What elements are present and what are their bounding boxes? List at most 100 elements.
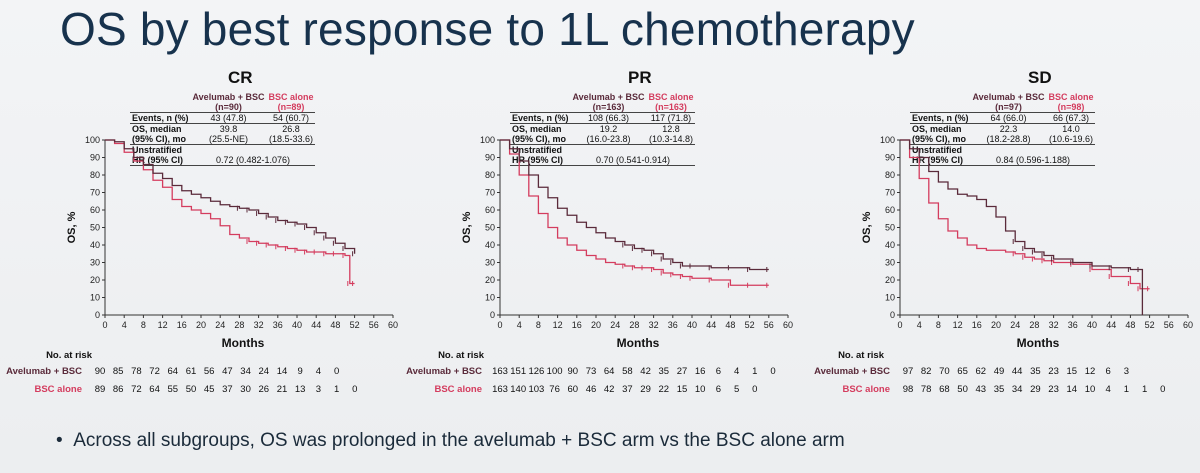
summary-bullet: • Across all subgroups, OS was prolonged…	[56, 430, 845, 452]
series-bsc-curve	[105, 139, 355, 285]
stats-table: Avelumab + BSC BSC alone (n=97) (n=98) Event…	[910, 92, 1096, 166]
x-tick-label: 44	[311, 320, 321, 330]
y-tick-label: 50	[90, 223, 100, 233]
risk-label-bsc: BSC alone	[34, 384, 82, 395]
hr-label-2: HR (95% CI)	[510, 155, 571, 166]
x-tick-label: 8	[141, 320, 146, 330]
y-tick-label: 40	[885, 240, 895, 250]
os-ci-bsc: (18.5-33.6)	[266, 134, 316, 145]
risk-value: 6	[1105, 366, 1111, 377]
y-tick-label: 10	[90, 293, 100, 303]
y-tick-label: 30	[90, 258, 100, 268]
arm-n-bsc: (n=98)	[1046, 102, 1096, 113]
x-tick-label: 12	[553, 320, 563, 330]
y-tick-label: 50	[885, 223, 895, 233]
x-tick-label: 36	[273, 320, 283, 330]
risk-label-bsc: BSC alone	[842, 384, 890, 395]
risk-value: 12	[1084, 366, 1096, 377]
os-median-bsc: 14.0	[1062, 124, 1080, 134]
risk-value: 90	[94, 366, 106, 377]
os-label-1: OS, median	[912, 124, 962, 134]
hr-label-1: Unstratified	[132, 145, 183, 155]
risk-header: No. at risk	[438, 350, 484, 361]
x-tick-label: 48	[330, 320, 340, 330]
x-tick-label: 60	[1183, 320, 1193, 330]
x-tick-label: 20	[991, 320, 1001, 330]
risk-value: 151	[510, 366, 527, 377]
x-tick-label: 32	[649, 320, 659, 330]
x-tick-label: 44	[1106, 320, 1116, 330]
risk-value: 82	[920, 366, 932, 377]
y-tick-label: 20	[885, 275, 895, 285]
risk-value: 23	[1048, 384, 1059, 395]
risk-value: 163	[492, 384, 508, 395]
risk-value: 37	[622, 384, 633, 395]
risk-value: 58	[622, 366, 633, 377]
x-tick-label: 52	[1145, 320, 1155, 330]
stats-corner-2	[510, 102, 571, 113]
os-median-bsc: 26.8	[282, 124, 300, 134]
x-tick-label: 16	[572, 320, 582, 330]
hr-value: 0.72 (0.482-1.076)	[190, 155, 316, 166]
risk-value: 1	[333, 384, 340, 395]
x-tick-label: 4	[917, 320, 922, 330]
risk-value: 64	[149, 384, 160, 395]
hr-value: 0.84 (0.596-1.188)	[970, 155, 1096, 166]
hr-label-1: Unstratified	[512, 145, 563, 155]
risk-value: 70	[939, 366, 950, 377]
risk-value: 42	[603, 384, 615, 395]
risk-value: 21	[276, 384, 288, 395]
arm-n-avelumab: (n=97)	[970, 102, 1047, 113]
risk-value: 85	[112, 366, 124, 377]
panel-title: PR	[628, 68, 652, 87]
series-avelumab-curve	[500, 139, 769, 271]
os-ci-avelumab: (16.0-23.8)	[570, 134, 647, 145]
os-label-2: (95% CI), mo	[130, 134, 191, 145]
risk-label-bsc: BSC alone	[434, 384, 482, 395]
risk-value: 126	[528, 366, 545, 377]
arm-header-avelumab: Avelumab + BSC	[192, 92, 265, 102]
risk-value: 43	[975, 384, 987, 395]
risk-value: 6	[715, 384, 722, 395]
os-label-2: (95% CI), mo	[510, 134, 571, 145]
risk-value: 50	[957, 384, 968, 395]
events-bsc: 54 (60.7)	[266, 112, 316, 124]
x-tick-label: 48	[1125, 320, 1135, 330]
x-tick-label: 16	[177, 320, 187, 330]
y-tick-label: 0	[490, 310, 495, 320]
risk-table: No. at risk Avelumab + BSC 163 151 126 100 90 7…	[400, 64, 800, 404]
y-axis-label: OS, %	[461, 211, 473, 243]
risk-value: 5	[733, 384, 740, 395]
y-tick-label: 20	[485, 275, 495, 285]
risk-value: 23	[1048, 366, 1059, 377]
risk-value: 35	[993, 384, 1005, 395]
stats-table: Avelumab + BSC BSC alone (n=90) (n=89) Event…	[130, 92, 316, 166]
events-label: Events, n (%)	[510, 112, 571, 124]
risk-value: 55	[167, 384, 179, 395]
x-tick-label: 0	[897, 320, 902, 330]
x-tick-label: 52	[745, 320, 755, 330]
os-median-avelumab: 39.8	[219, 124, 238, 134]
arm-header-bsc: BSC alone	[1048, 92, 1094, 102]
events-avelumab: 43 (47.8)	[190, 112, 267, 124]
series-bsc-curve	[500, 139, 769, 286]
events-label: Events, n (%)	[910, 112, 971, 124]
arm-n-bsc: (n=89)	[266, 102, 316, 113]
y-tick-label: 30	[885, 258, 895, 268]
risk-value: 0	[1160, 384, 1166, 395]
y-tick-label: 70	[485, 188, 495, 198]
risk-value: 49	[993, 366, 1005, 377]
risk-value: 97	[902, 366, 914, 377]
x-tick-label: 40	[292, 320, 302, 330]
risk-value: 9	[297, 366, 303, 377]
y-tick-label: 100	[85, 135, 100, 145]
risk-value: 0	[770, 366, 776, 377]
os-median-avelumab: 22.3	[999, 124, 1018, 134]
x-tick-label: 60	[388, 320, 398, 330]
y-tick-label: 10	[885, 293, 895, 303]
y-tick-label: 90	[90, 153, 100, 163]
x-tick-label: 20	[591, 320, 601, 330]
risk-value: 68	[939, 384, 950, 395]
risk-value: 4	[1105, 384, 1111, 395]
risk-value: 34	[240, 366, 251, 377]
